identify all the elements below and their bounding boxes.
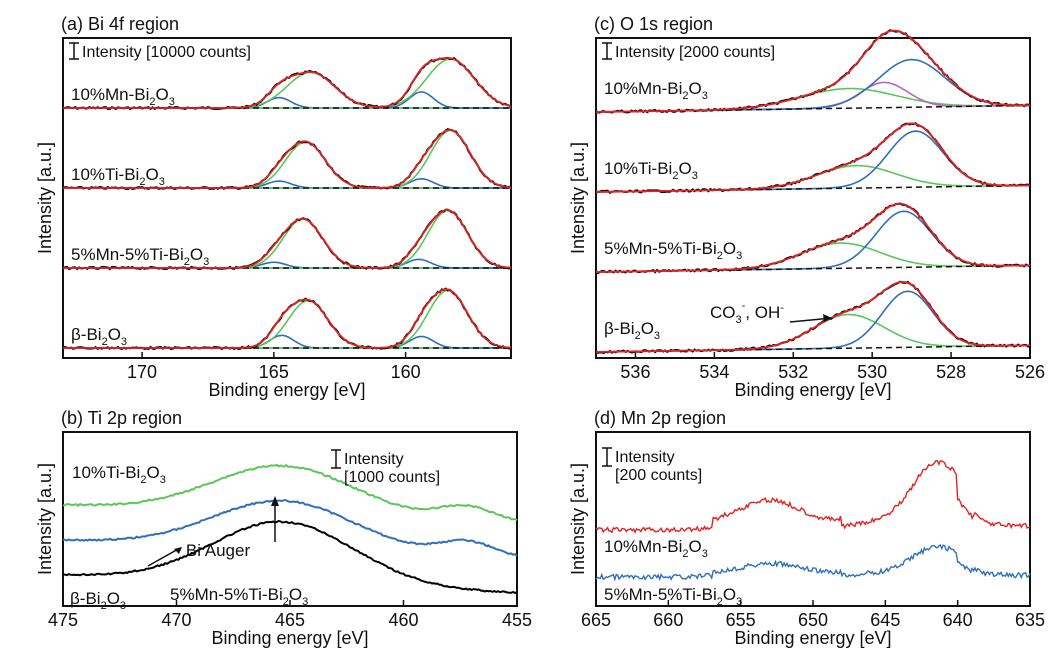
data-curve (62, 287, 512, 351)
scale-bar-label: Intensity [2000 counts] (615, 44, 775, 61)
sample-label: 5%Mn-5%Ti-Bi2O3 (604, 585, 742, 608)
envelope-curve (596, 29, 1030, 113)
annotation-arrowhead (271, 496, 279, 506)
sample-label: 10%Mn-Bi2O3 (604, 79, 708, 102)
sample-label: 10%Ti-Bi2O3 (72, 463, 166, 486)
data-curve (595, 29, 1031, 114)
x-tick-label: 655 (726, 610, 756, 630)
envelope-curve (63, 57, 512, 109)
sample-label: β-Bi2O3 (71, 325, 127, 348)
x-axis-label: Binding energy [eV] (211, 628, 368, 648)
x-tick-label: 470 (161, 610, 191, 630)
component-curve (596, 290, 1030, 353)
sample-label: 10%Ti-Bi2O3 (71, 165, 165, 188)
annotation-arrowhead (823, 314, 832, 322)
envelope-curve (63, 209, 512, 269)
x-axis-label: Binding energy [eV] (208, 380, 365, 400)
annotation-label: CO3-, OH- (710, 300, 784, 326)
x-tick-label: 528 (936, 362, 966, 382)
x-tick-label: 530 (857, 362, 887, 382)
x-tick-label: 650 (798, 610, 828, 630)
panel-title-c: (c) O 1s region (594, 14, 713, 34)
x-tick-label: 160 (391, 362, 421, 382)
x-tick-label: 460 (388, 610, 418, 630)
sample-label: 5%Mn-5%Ti-Bi2O3 (71, 245, 209, 268)
x-tick-label: 660 (653, 610, 683, 630)
x-tick-label: 532 (778, 362, 808, 382)
x-tick-label: 635 (1015, 610, 1045, 630)
data-curve (595, 121, 1031, 195)
sample-label: 10%Mn-Bi2O3 (71, 85, 175, 108)
component-curve (63, 289, 512, 349)
spectrum-curve (595, 543, 1031, 582)
plot-frame (62, 431, 518, 607)
plot-frame (595, 37, 1031, 359)
scale-bar-label: [200 counts] (615, 467, 702, 484)
x-axis-label: Binding energy [eV] (734, 380, 891, 400)
plot-frame (62, 37, 512, 359)
x-axis-label: Binding energy [eV] (734, 628, 891, 648)
panel-title-a: (a) Bi 4f region (61, 14, 179, 34)
x-tick-label: 640 (943, 610, 973, 630)
x-tick-label: 645 (870, 610, 900, 630)
x-tick-label: 165 (259, 362, 289, 382)
panel-title-b: (b) Ti 2p region (61, 408, 182, 428)
envelope-curve (596, 122, 1030, 193)
scale-bar-label: Intensity (615, 449, 675, 466)
sample-label: β-Bi2O3 (70, 589, 126, 612)
envelope-curve (596, 280, 1030, 353)
panel-title-d: (d) Mn 2p region (594, 408, 726, 428)
sample-label: 5%Mn-5%Ti-Bi2O3 (170, 585, 308, 608)
x-tick-label: 526 (1015, 362, 1045, 382)
spectrum-curve (62, 519, 518, 595)
x-tick-label: 170 (127, 362, 157, 382)
component-curve (63, 335, 511, 349)
x-tick-label: 475 (48, 610, 78, 630)
panel-c: (c) O 1s region 536 534 532 530 528 526 Binding… (568, 14, 1045, 400)
panel-a: (a) Bi 4f region 170 165 160 Binding energy … (35, 14, 512, 400)
y-axis-label: Intensity [a.u.] (568, 463, 588, 575)
sample-label: β-Bi2O3 (604, 319, 660, 342)
sample-label: 5%Mn-5%Ti-Bi2O3 (604, 239, 742, 262)
panel-b: (b) Ti 2p region 475 470 465 460 455 Binding e… (35, 408, 532, 648)
sample-label: 10%Mn-Bi2O3 (604, 537, 708, 560)
x-tick-label: 534 (699, 362, 729, 382)
y-axis-label: Intensity [a.u.] (568, 142, 588, 254)
x-tick-label: 536 (620, 362, 650, 382)
y-axis-label: Intensity [a.u.] (35, 463, 55, 575)
annotation-label: Bi Auger (186, 541, 251, 560)
label-pointer (147, 547, 181, 567)
scale-bar-label: [1000 counts] (344, 469, 440, 486)
envelope-curve (63, 288, 512, 349)
envelope-curve (63, 128, 512, 189)
y-axis-label: Intensity [a.u.] (35, 142, 55, 254)
x-tick-label: 455 (502, 610, 532, 630)
panel-d: (d) Mn 2p region 665 660 655 650 645 640 635 Bin… (568, 408, 1045, 648)
x-tick-label: 465 (275, 610, 305, 630)
scale-bar-label: Intensity [10000 counts] (82, 44, 251, 61)
scale-bar-label: Intensity (344, 451, 404, 468)
component-curve (63, 299, 511, 349)
label-pointer-head (174, 547, 182, 554)
sample-label: 10%Ti-Bi2O3 (604, 159, 698, 182)
spectrum-curve (62, 463, 518, 522)
envelope-curve (596, 202, 1030, 273)
spectrum-curve (62, 498, 518, 557)
spectrum-curve (595, 459, 1031, 535)
x-tick-label: 665 (581, 610, 611, 630)
